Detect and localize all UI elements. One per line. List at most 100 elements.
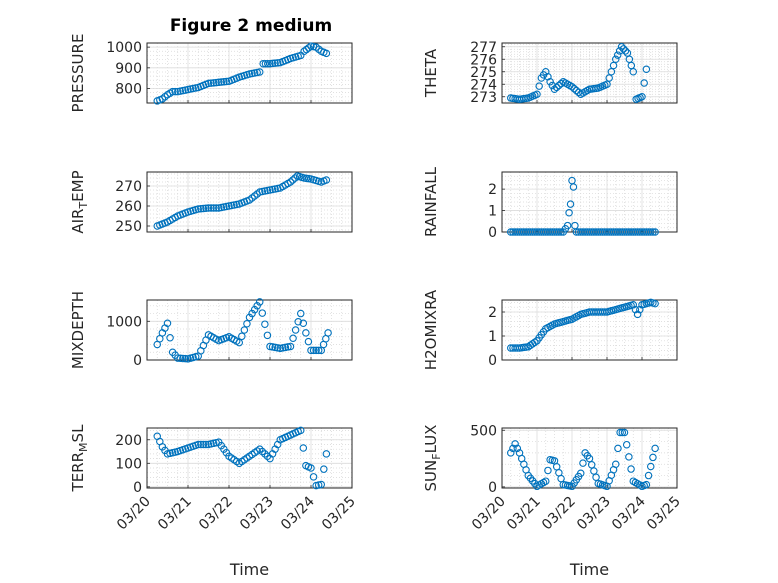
data-point (212, 204, 220, 212)
data-point (197, 440, 205, 449)
x-axis-label: Time (229, 560, 269, 579)
figure-title: Figure 2 medium (170, 16, 332, 36)
data-point (174, 354, 182, 362)
x-tick-label: 03/22 (196, 494, 236, 534)
data-point (509, 444, 517, 453)
data-point (291, 326, 300, 334)
data-series (153, 426, 331, 490)
data-point (513, 444, 522, 453)
data-point (622, 440, 631, 449)
data-point (511, 440, 519, 448)
data-point (166, 333, 174, 342)
y-tick-label: 0 (488, 480, 497, 496)
data-point (202, 440, 210, 449)
data-point (541, 477, 550, 485)
data-point (307, 464, 315, 472)
subplot-terr-msl: 0 100 200 TERRMSL 03/20 03/21 03/22 03/23 03/24 0… (69, 424, 359, 579)
y-tick-label: 275 (470, 65, 497, 81)
data-point (194, 440, 203, 449)
data-point (322, 450, 331, 458)
y-tick-label: 273 (470, 90, 497, 106)
data-point (204, 204, 213, 212)
data-point (552, 83, 561, 92)
subplot-sun-flux: 0 500 SUNFLUX 03/2003/2103/2203/2303/2403/2… (422, 423, 684, 579)
data-point (294, 318, 302, 326)
data-point (268, 59, 277, 68)
x-tick-label: 03/21 (155, 494, 195, 534)
data-point (217, 78, 226, 86)
y-tick-label: 0 (133, 480, 142, 496)
data-point (266, 59, 274, 68)
data-point (616, 428, 624, 437)
y-axis-label: SUNFLUX (422, 425, 443, 492)
data-point (271, 59, 279, 67)
data-point (235, 338, 244, 347)
y-axis-label: PRESSURE (69, 34, 87, 113)
data-series (153, 298, 332, 363)
data-point (566, 200, 575, 208)
data-point (255, 68, 264, 76)
data-point (168, 87, 177, 96)
data-point (299, 319, 308, 327)
data-point (570, 84, 578, 93)
data-point (619, 45, 628, 53)
data-point (199, 440, 208, 449)
x-tick-label: 03/22 (539, 494, 579, 534)
data-point (255, 298, 264, 306)
axes-box (146, 171, 353, 233)
data-point (250, 305, 259, 314)
data-point (299, 444, 308, 452)
data-point (611, 460, 620, 468)
data-point (322, 49, 331, 58)
data-point (572, 86, 581, 95)
data-point (631, 305, 640, 314)
data-series (506, 428, 659, 491)
data-point (544, 466, 552, 475)
data-point (194, 205, 203, 213)
data-series (506, 42, 651, 104)
y-tick-label: 0 (488, 225, 497, 241)
x-tick-label: 03/20 (114, 494, 154, 534)
data-point (322, 176, 331, 184)
data-point (550, 85, 559, 94)
data-point (302, 329, 310, 337)
axes-box (501, 299, 678, 361)
y-axis-label: TERRMSL (69, 424, 90, 493)
data-point (207, 79, 215, 87)
data-point (240, 326, 249, 334)
data-point (255, 445, 264, 453)
data-point (222, 77, 231, 86)
axes-box (146, 299, 353, 361)
data-point (207, 204, 215, 212)
x-tick-label: 03/24 (609, 493, 649, 533)
y-tick-label: 500 (470, 423, 497, 439)
data-point (263, 331, 272, 340)
data-point (642, 65, 651, 74)
y-tick-label: 1000 (106, 40, 142, 56)
data-point (615, 47, 624, 55)
axes-box (146, 42, 353, 104)
data-point (629, 301, 637, 309)
data-point (261, 450, 269, 458)
data-point (579, 459, 587, 467)
data-point (590, 467, 598, 475)
data-point (563, 221, 572, 230)
data-point (569, 183, 578, 191)
x-tick-label: 03/25 (644, 494, 684, 534)
data-point (317, 480, 325, 489)
data-point (644, 471, 653, 480)
data-point (179, 354, 187, 363)
data-point (309, 346, 318, 355)
data-point (605, 74, 613, 82)
axes-box (501, 171, 678, 233)
data-point (568, 83, 576, 91)
subplot-h2omixra: 0 1 2 H2OMIXRA (422, 289, 678, 370)
data-point (176, 354, 185, 363)
data-point (535, 82, 543, 90)
data-point (204, 79, 213, 88)
data-point (627, 465, 635, 473)
data-point (289, 176, 297, 184)
subplot-rainfall: 0 1 2 RAINFALL (422, 166, 678, 241)
y-tick-label: 1 (488, 329, 497, 345)
